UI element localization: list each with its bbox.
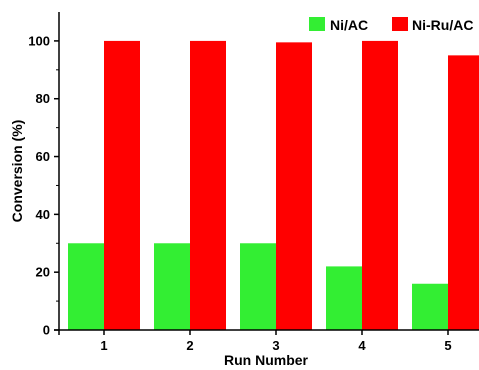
y-tick-label: 40 [36,207,50,222]
bar-ni-ru-ac-run-5 [448,55,479,330]
y-tick-label: 20 [36,265,50,280]
x-tick-label: 3 [272,338,279,353]
y-axis-label: Conversion (%) [9,120,25,223]
x-axis-label: Run Number [224,352,309,368]
x-tick-label: 4 [358,338,366,353]
y-ticks-group: 0 20 40 60 80 100 [28,33,59,338]
legend-swatch-ni-ac [309,17,325,31]
legend-swatch-ni-ru-ac [392,17,408,31]
bars-group [68,40,479,331]
bar-ni-ac-run-3 [240,243,276,330]
legend-label-ni-ru-ac: Ni-Ru/AC [412,17,473,33]
legend: Ni/AC Ni-Ru/AC [309,17,473,33]
bar-ni-ru-ac-run-2 [190,40,226,331]
y-tick-label: 0 [43,323,50,338]
y-tick-label: 80 [36,91,50,106]
bar-ni-ac-run-4 [326,266,362,330]
bar-ni-ac-run-1 [68,243,104,330]
bar-ni-ru-ac-run-3 [276,42,312,330]
y-tick-label: 60 [36,149,50,164]
bar-ni-ru-ac-run-1 [104,40,140,331]
x-tick-label: 2 [186,338,193,353]
bar-ni-ac-run-5 [412,283,448,330]
bar-ni-ru-ac-run-4 [362,40,398,331]
axes-group [54,12,479,335]
legend-label-ni-ac: Ni/AC [330,17,368,33]
x-tick-label: 1 [100,338,107,353]
y-tick-label: 100 [28,33,50,48]
x-tick-label: 5 [444,338,451,353]
bar-ni-ac-run-2 [154,243,190,330]
x-ticks-group: 1 2 3 4 5 [100,330,452,353]
